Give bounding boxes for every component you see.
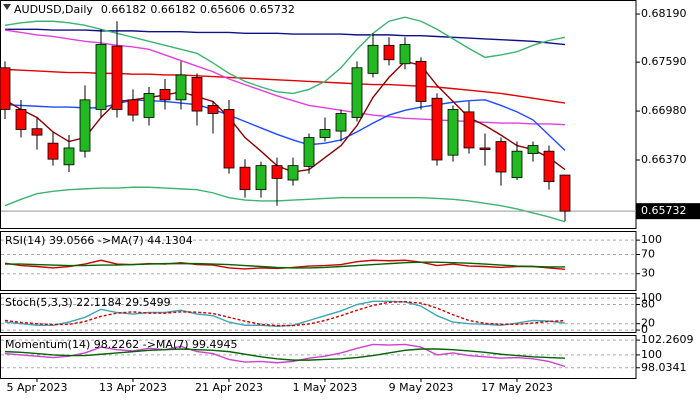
y-tick-label: 0.67590 [641,55,687,68]
header-text: 0.65606 [200,3,246,16]
indicator-title: Stoch(5,3,3) 22.1184 29.5499 [5,296,171,309]
y-tick-label: 98.0341 [641,361,687,374]
candle-body [287,165,299,181]
indicator-line [5,261,566,269]
x-tick-label: 21 Apr 2023 [195,381,263,394]
candle-body [431,97,443,161]
candle-body [271,165,283,179]
y-tick-label: 70 [641,248,655,261]
y-tick-label: 100 [641,291,662,304]
header-text: 0.66182 [150,3,196,16]
indicator-line [4,186,566,223]
menu-arrow[interactable] [3,4,11,10]
candle-body [527,145,539,154]
candle-body [159,89,171,101]
candle-body [335,113,347,132]
candle-body [351,67,363,118]
candle-body [383,44,395,61]
candle-body [15,109,27,130]
candle-body [479,147,491,150]
y-tick-label: 0.66980 [641,104,687,117]
candle-body [367,44,379,74]
panel-frame [0,231,637,291]
y-tick-label: 30 [641,267,655,280]
candle-body [463,111,475,149]
indicator-line [4,300,566,327]
candle-body [239,166,251,191]
y-tick-label: 20 [641,317,655,330]
indicator-line [4,343,566,368]
price-label-box [636,203,700,220]
indicator-title: Momentum(14) 98.2262 ->MA(7) 99.4945 [5,338,238,351]
header-text: 0.65732 [249,3,295,16]
indicator-title: RSI(14) 39.0566 ->MA(7) 44.1304 [5,234,193,247]
candle-body [511,150,523,179]
y-tick-label: 100 [641,348,662,361]
candle-body [0,67,11,110]
x-tick-label: 9 May 2023 [389,381,454,394]
price-label: 0.65732 [641,204,687,217]
panel-frame [0,335,637,379]
candle-body [31,128,43,136]
candle-body [47,142,59,160]
x-tick-label: 17 May 2023 [481,381,553,394]
x-tick-label: 13 Apr 2023 [99,381,167,394]
candle-body [95,44,107,110]
candle-body [207,105,219,114]
panel-frame [0,293,637,333]
candle-body [303,137,315,167]
indicator-line [4,348,566,361]
y-tick-label: 100 [641,233,662,246]
candle-body [543,150,555,183]
candle-body [399,44,411,65]
x-tick-label: 1 May 2023 [293,381,358,394]
candle-body [143,93,155,118]
header-text: AUDUSD,Daily [14,3,93,16]
candle-body [191,76,203,112]
header-text: 0.66182 [101,3,147,16]
indicator-line [4,300,566,327]
y-tick-label: 102.2609 [641,333,694,346]
candle-body [319,129,331,138]
candle-body [255,165,267,191]
candle-body [223,109,235,169]
candle-body [175,74,187,101]
y-tick-label: 0.68190 [641,7,687,20]
candle-body [415,60,427,102]
candle-body [79,99,91,152]
y-tick-label: 80 [641,298,655,311]
candle-body [495,141,507,173]
indicator-line [5,28,566,46]
y-tick-label: 0.66370 [641,153,687,166]
indicator-line [4,16,566,95]
y-tick-label: 0 [641,323,648,336]
candle-body [559,174,571,212]
candle-body [127,99,139,116]
x-tick-label: 5 Apr 2023 [6,381,67,394]
panel-frame [0,0,637,229]
candle-body [111,45,123,110]
candle-body [63,147,75,166]
candle-body [447,109,459,156]
